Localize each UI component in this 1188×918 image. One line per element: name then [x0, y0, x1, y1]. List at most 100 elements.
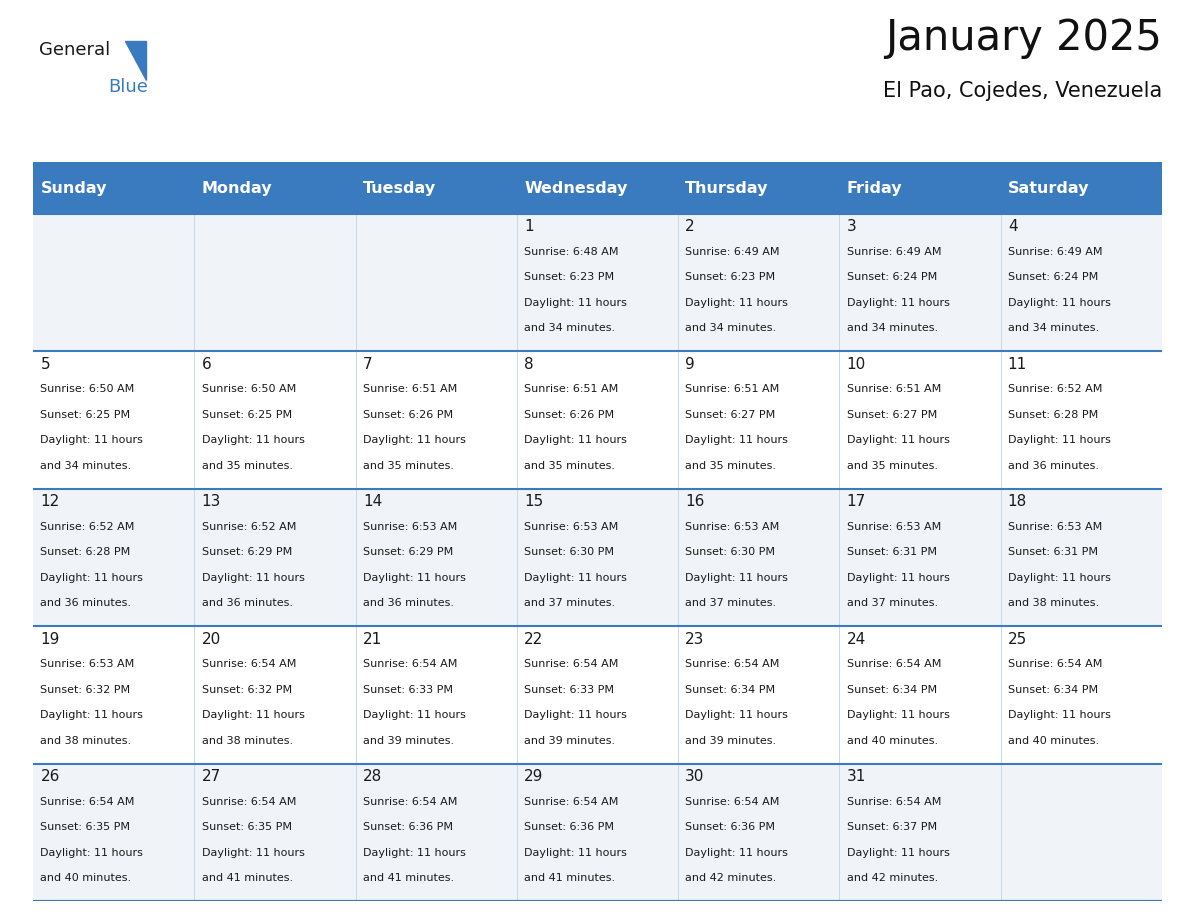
Text: Sunrise: 6:51 AM: Sunrise: 6:51 AM: [362, 385, 457, 395]
Bar: [33, 764, 1162, 901]
Text: Daylight: 11 hours: Daylight: 11 hours: [1007, 711, 1111, 721]
Text: Sunrise: 6:52 AM: Sunrise: 6:52 AM: [202, 522, 296, 532]
Text: 27: 27: [202, 769, 221, 785]
Text: 29: 29: [524, 769, 543, 785]
Text: Sunset: 6:33 PM: Sunset: 6:33 PM: [362, 685, 453, 695]
Text: Sunrise: 6:48 AM: Sunrise: 6:48 AM: [524, 247, 619, 257]
Text: and 34 minutes.: and 34 minutes.: [685, 323, 777, 333]
Text: 21: 21: [362, 632, 383, 647]
Text: 9: 9: [685, 357, 695, 372]
Text: 31: 31: [847, 769, 866, 785]
Text: Sunrise: 6:54 AM: Sunrise: 6:54 AM: [524, 797, 619, 807]
Text: and 36 minutes.: and 36 minutes.: [40, 599, 132, 609]
Bar: [33, 489, 1162, 626]
Text: 2: 2: [685, 219, 695, 234]
Text: Daylight: 11 hours: Daylight: 11 hours: [847, 711, 949, 721]
Text: 23: 23: [685, 632, 704, 647]
Text: Sunrise: 6:54 AM: Sunrise: 6:54 AM: [202, 797, 296, 807]
Text: Sunrise: 6:54 AM: Sunrise: 6:54 AM: [362, 797, 457, 807]
Text: and 35 minutes.: and 35 minutes.: [685, 461, 776, 471]
Text: and 35 minutes.: and 35 minutes.: [362, 461, 454, 471]
Text: and 38 minutes.: and 38 minutes.: [40, 736, 132, 745]
Text: and 38 minutes.: and 38 minutes.: [202, 736, 292, 745]
Text: Sunday: Sunday: [40, 181, 107, 196]
Bar: [33, 352, 1162, 489]
Text: 19: 19: [40, 632, 59, 647]
Text: Sunrise: 6:53 AM: Sunrise: 6:53 AM: [362, 522, 457, 532]
Text: Sunset: 6:26 PM: Sunset: 6:26 PM: [524, 410, 614, 420]
Text: Daylight: 11 hours: Daylight: 11 hours: [362, 435, 466, 445]
Text: Monday: Monday: [202, 181, 272, 196]
Text: Sunset: 6:30 PM: Sunset: 6:30 PM: [685, 547, 776, 557]
Text: Daylight: 11 hours: Daylight: 11 hours: [362, 573, 466, 583]
Text: Sunset: 6:23 PM: Sunset: 6:23 PM: [524, 273, 614, 283]
Text: and 42 minutes.: and 42 minutes.: [847, 873, 937, 883]
Text: and 34 minutes.: and 34 minutes.: [1007, 323, 1099, 333]
Text: 16: 16: [685, 495, 704, 509]
Text: Sunset: 6:35 PM: Sunset: 6:35 PM: [202, 823, 291, 833]
Text: and 36 minutes.: and 36 minutes.: [362, 599, 454, 609]
Text: Sunset: 6:30 PM: Sunset: 6:30 PM: [524, 547, 614, 557]
Text: and 41 minutes.: and 41 minutes.: [524, 873, 615, 883]
Text: and 40 minutes.: and 40 minutes.: [40, 873, 132, 883]
Text: Sunset: 6:27 PM: Sunset: 6:27 PM: [685, 410, 776, 420]
Text: 25: 25: [1007, 632, 1026, 647]
Text: 3: 3: [847, 219, 857, 234]
Text: Daylight: 11 hours: Daylight: 11 hours: [847, 297, 949, 308]
Text: Daylight: 11 hours: Daylight: 11 hours: [847, 848, 949, 858]
Text: Daylight: 11 hours: Daylight: 11 hours: [40, 848, 144, 858]
Text: Sunset: 6:25 PM: Sunset: 6:25 PM: [202, 410, 292, 420]
Text: and 40 minutes.: and 40 minutes.: [1007, 736, 1099, 745]
Text: and 35 minutes.: and 35 minutes.: [202, 461, 292, 471]
Bar: [33, 626, 1162, 764]
Text: and 42 minutes.: and 42 minutes.: [685, 873, 777, 883]
Text: 30: 30: [685, 769, 704, 785]
Text: Sunrise: 6:53 AM: Sunrise: 6:53 AM: [40, 659, 134, 669]
Text: Sunrise: 6:54 AM: Sunrise: 6:54 AM: [40, 797, 134, 807]
Text: Sunrise: 6:53 AM: Sunrise: 6:53 AM: [685, 522, 779, 532]
Text: Sunrise: 6:52 AM: Sunrise: 6:52 AM: [40, 522, 134, 532]
Text: Sunrise: 6:51 AM: Sunrise: 6:51 AM: [685, 385, 779, 395]
Text: Daylight: 11 hours: Daylight: 11 hours: [847, 573, 949, 583]
Text: Wednesday: Wednesday: [524, 181, 627, 196]
Text: Sunset: 6:27 PM: Sunset: 6:27 PM: [847, 410, 937, 420]
Text: Sunrise: 6:54 AM: Sunrise: 6:54 AM: [847, 659, 941, 669]
Text: Daylight: 11 hours: Daylight: 11 hours: [524, 297, 627, 308]
Text: El Pao, Cojedes, Venezuela: El Pao, Cojedes, Venezuela: [883, 81, 1162, 101]
Text: 14: 14: [362, 495, 383, 509]
Text: and 38 minutes.: and 38 minutes.: [1007, 599, 1099, 609]
Text: 1: 1: [524, 219, 533, 234]
Text: Sunrise: 6:54 AM: Sunrise: 6:54 AM: [685, 659, 779, 669]
Text: Daylight: 11 hours: Daylight: 11 hours: [1007, 573, 1111, 583]
Text: Sunset: 6:32 PM: Sunset: 6:32 PM: [40, 685, 131, 695]
Text: 6: 6: [202, 357, 211, 372]
Text: and 36 minutes.: and 36 minutes.: [202, 599, 292, 609]
Text: and 41 minutes.: and 41 minutes.: [202, 873, 292, 883]
Text: Sunset: 6:28 PM: Sunset: 6:28 PM: [1007, 410, 1098, 420]
Text: and 36 minutes.: and 36 minutes.: [1007, 461, 1099, 471]
Text: 20: 20: [202, 632, 221, 647]
Text: Sunset: 6:24 PM: Sunset: 6:24 PM: [847, 273, 937, 283]
Text: 11: 11: [1007, 357, 1026, 372]
Text: and 39 minutes.: and 39 minutes.: [524, 736, 615, 745]
Text: Sunset: 6:31 PM: Sunset: 6:31 PM: [1007, 547, 1098, 557]
Text: and 39 minutes.: and 39 minutes.: [362, 736, 454, 745]
Text: Sunset: 6:35 PM: Sunset: 6:35 PM: [40, 823, 131, 833]
Text: Daylight: 11 hours: Daylight: 11 hours: [685, 573, 788, 583]
Text: Sunset: 6:24 PM: Sunset: 6:24 PM: [1007, 273, 1098, 283]
Text: Sunrise: 6:53 AM: Sunrise: 6:53 AM: [847, 522, 941, 532]
Text: Daylight: 11 hours: Daylight: 11 hours: [524, 711, 627, 721]
Text: and 40 minutes.: and 40 minutes.: [847, 736, 937, 745]
Text: Daylight: 11 hours: Daylight: 11 hours: [1007, 297, 1111, 308]
Text: and 37 minutes.: and 37 minutes.: [524, 599, 615, 609]
Text: and 37 minutes.: and 37 minutes.: [847, 599, 937, 609]
Text: Sunrise: 6:54 AM: Sunrise: 6:54 AM: [847, 797, 941, 807]
Text: Daylight: 11 hours: Daylight: 11 hours: [362, 848, 466, 858]
Text: Daylight: 11 hours: Daylight: 11 hours: [685, 848, 788, 858]
Text: Sunrise: 6:54 AM: Sunrise: 6:54 AM: [685, 797, 779, 807]
Text: Sunrise: 6:53 AM: Sunrise: 6:53 AM: [524, 522, 618, 532]
Text: Thursday: Thursday: [685, 181, 769, 196]
Text: Sunset: 6:36 PM: Sunset: 6:36 PM: [685, 823, 776, 833]
Text: Sunrise: 6:49 AM: Sunrise: 6:49 AM: [847, 247, 941, 257]
Text: Daylight: 11 hours: Daylight: 11 hours: [202, 573, 304, 583]
